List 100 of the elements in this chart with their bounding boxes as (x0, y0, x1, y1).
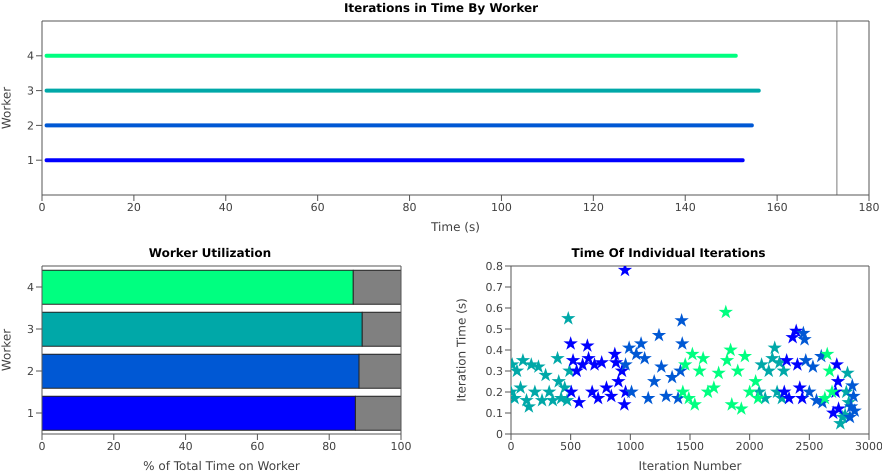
x-tick-label: 1500 (676, 440, 704, 453)
point (818, 390, 832, 404)
point (706, 380, 722, 394)
point (790, 357, 805, 371)
point (599, 380, 614, 394)
x-tick-label: 120 (582, 200, 604, 214)
point (590, 390, 606, 404)
point (830, 357, 844, 371)
point (608, 355, 624, 369)
y-tick-label: 2 (27, 119, 34, 132)
y-tick-label: 4 (27, 50, 34, 63)
point (724, 397, 739, 411)
y-tick-label: 0.7 (486, 280, 503, 294)
point (673, 363, 688, 378)
point (564, 384, 578, 398)
point (611, 374, 626, 388)
point (711, 366, 726, 380)
y-tick-label: 2 (27, 364, 34, 378)
point (682, 390, 696, 404)
point (748, 374, 763, 388)
point (580, 338, 595, 352)
point (618, 357, 633, 371)
chart-title: Time Of Individual Iterations (570, 245, 767, 261)
x-tick-label: 140 (674, 200, 696, 214)
x-tick-label: 0 (508, 440, 514, 453)
point (511, 363, 524, 378)
x-tick-label: 0 (38, 200, 46, 214)
x-axis-title: % of Total Time on Worker (143, 459, 300, 473)
y-tick-label: 3 (27, 84, 34, 98)
point (575, 357, 590, 371)
point (777, 384, 792, 398)
point (634, 336, 648, 350)
point (723, 342, 738, 356)
point (696, 350, 710, 365)
y-tick-label: 0.6 (486, 302, 503, 315)
point (830, 374, 846, 388)
point (779, 352, 794, 367)
x-axis-title: Time (s) (430, 220, 480, 234)
y-tick-label: 0.1 (486, 406, 503, 420)
point (802, 384, 817, 398)
point (840, 366, 855, 380)
point (546, 392, 560, 407)
y-tick-label: 1 (27, 406, 34, 420)
point (652, 328, 666, 342)
y-tick-label: 0.3 (486, 364, 503, 378)
point (542, 384, 556, 398)
point (754, 357, 769, 371)
y-axis-title: Worker (0, 86, 14, 130)
point (738, 348, 752, 362)
point (720, 352, 734, 367)
x-tick-label: 40 (218, 200, 233, 214)
x-tick-label: 80 (322, 440, 336, 453)
point (566, 352, 580, 367)
point (670, 390, 686, 404)
point (528, 384, 542, 398)
point (806, 359, 820, 373)
x-tick-label: 100 (390, 440, 412, 453)
point (765, 350, 780, 365)
point (513, 380, 528, 394)
point (604, 388, 618, 402)
x-tick-label: 500 (560, 440, 582, 453)
point (637, 350, 652, 365)
point (848, 403, 862, 418)
point (846, 388, 861, 402)
point (762, 363, 776, 378)
point (550, 350, 565, 365)
point (516, 352, 530, 367)
y-tick-label: 0 (496, 428, 503, 441)
point (617, 397, 632, 411)
point (768, 340, 782, 354)
x-tick-label: 60 (310, 200, 325, 214)
point (614, 363, 630, 378)
point (641, 390, 656, 404)
point (622, 340, 636, 354)
x-axis-title: Iteration Number (638, 459, 742, 473)
point (647, 374, 662, 388)
y-tick-label: 0.8 (486, 260, 503, 273)
y-tick-label: 1 (27, 154, 34, 168)
point (674, 313, 689, 327)
point (522, 399, 536, 413)
x-tick-label: 1000 (616, 440, 644, 453)
y-tick-label: 0.5 (486, 322, 503, 336)
point (742, 384, 757, 398)
point (822, 363, 837, 378)
y-tick-label: 0.4 (486, 344, 503, 357)
x-tick-label: 160 (766, 200, 788, 214)
y-axis-title: Worker (0, 328, 14, 372)
x-tick-label: 20 (126, 200, 141, 214)
x-tick-label: 2500 (795, 440, 824, 453)
point (658, 388, 674, 402)
point (692, 363, 707, 378)
y-tick-label: 3 (27, 322, 34, 336)
point (594, 355, 609, 369)
point (552, 374, 566, 388)
point (734, 401, 748, 415)
point (798, 352, 813, 367)
y-tick-label: 4 (27, 280, 34, 294)
point (676, 384, 690, 398)
point (730, 363, 745, 378)
point (845, 378, 860, 392)
